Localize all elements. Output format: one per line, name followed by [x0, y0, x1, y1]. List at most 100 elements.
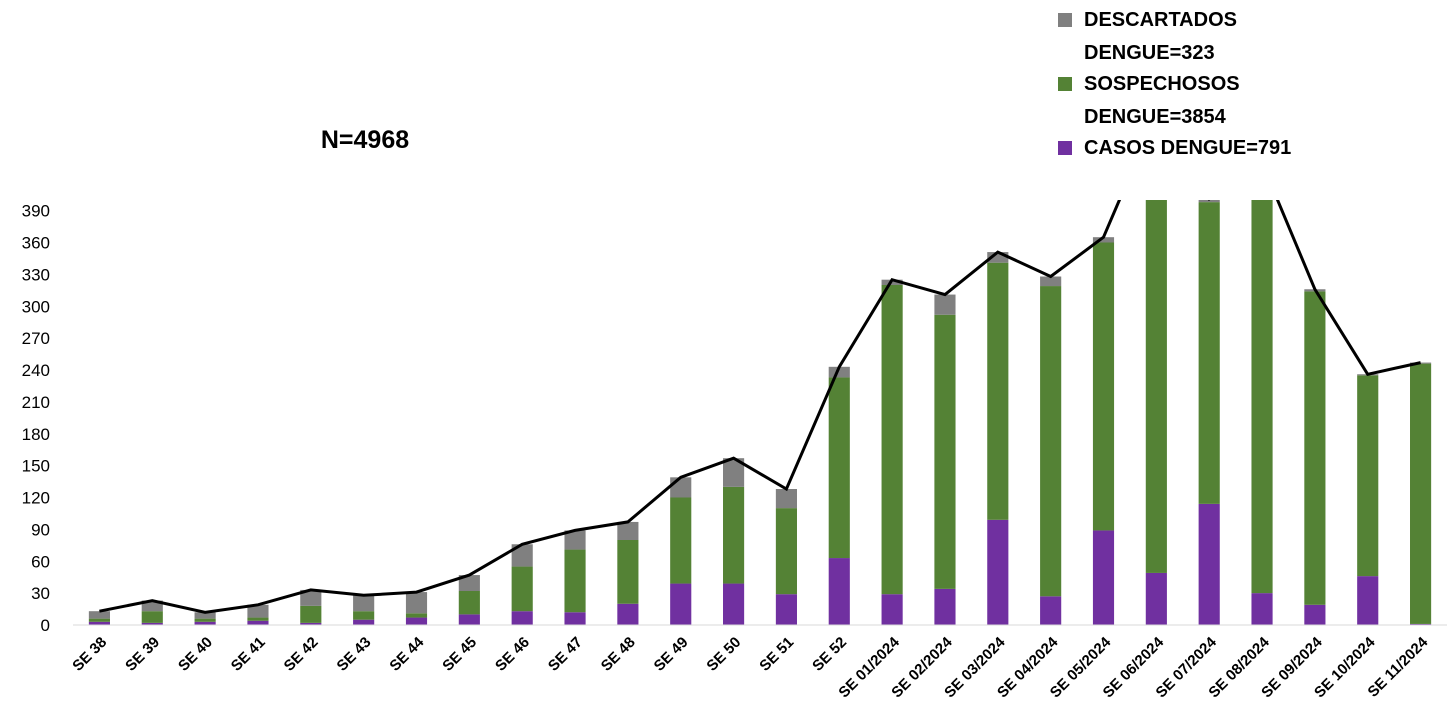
bar-segment: [934, 314, 956, 589]
y-tick-label: 30: [31, 584, 50, 603]
y-tick-label: 360: [22, 234, 50, 253]
legend: DESCARTADOS DENGUE=323 SOSPECHOSOS DENGUE…: [1058, 4, 1328, 163]
y-tick-label: 90: [31, 520, 50, 539]
x-tick-label: SE 40: [175, 634, 216, 675]
bar-segment: [194, 621, 216, 625]
x-tick-label: SE 42: [281, 634, 322, 675]
y-tick-label: 180: [22, 425, 50, 444]
bar-segment: [1357, 576, 1379, 625]
x-tick-label: SE 44: [386, 633, 427, 674]
bar-segment: [194, 612, 216, 619]
bar-segment: [247, 604, 269, 618]
x-tick-label: SE 48: [598, 634, 639, 675]
legend-swatch: [1058, 77, 1072, 91]
bar-segment: [881, 285, 903, 595]
bar-segment: [1198, 202, 1220, 504]
bar-segment: [987, 519, 1009, 625]
bar-segment: [1040, 596, 1062, 625]
x-tick-label: SE 46: [492, 634, 533, 675]
bar-segment: [511, 544, 533, 567]
bar-segment: [88, 618, 110, 622]
x-tick-label: SE 52: [809, 634, 850, 675]
bar-segment: [828, 377, 850, 559]
y-tick-label: 240: [22, 361, 50, 380]
y-tick-label: 120: [22, 489, 50, 508]
legend-label: SOSPECHOSOS DENGUE=3854: [1084, 73, 1240, 128]
bar-segment: [564, 530, 586, 550]
chart-title: N=4968: [321, 126, 409, 154]
y-tick-label: 60: [31, 552, 50, 571]
bar-segment: [247, 617, 269, 621]
x-tick-label: SE 43: [334, 634, 375, 675]
bar-segment: [141, 600, 163, 612]
x-tick-label: SE 47: [545, 634, 586, 675]
bar-segment: [1092, 242, 1115, 531]
x-tick-label: SE 50: [703, 634, 744, 675]
bar-segment: [1251, 200, 1273, 594]
legend-swatch: [1058, 13, 1072, 27]
bar-segment: [1145, 200, 1167, 573]
bar-segment: [1198, 503, 1220, 625]
y-tick-label: 390: [22, 202, 50, 221]
bar-segment: [1410, 363, 1432, 624]
bar-segment: [511, 611, 533, 625]
bar-segment: [617, 603, 639, 625]
bar-segment: [194, 618, 216, 622]
legend-item: SOSPECHOSOS DENGUE=3854: [1058, 68, 1328, 134]
bar-segment: [1251, 593, 1273, 625]
legend-item: DESCARTADOS DENGUE=323: [1058, 4, 1328, 70]
bar-segment: [88, 611, 110, 619]
y-tick-label: 210: [22, 393, 50, 412]
bar-segment: [617, 540, 639, 604]
bar-segment: [1304, 291, 1326, 605]
bar-segment: [405, 592, 428, 614]
bar-segment: [775, 508, 797, 595]
y-tick-label: 150: [22, 457, 50, 476]
legend-swatch: [1058, 141, 1072, 155]
bar-segment: [828, 366, 850, 378]
bar-segment: [300, 622, 322, 625]
x-tick-label: SE 39: [122, 634, 163, 675]
bar-segment: [300, 605, 322, 623]
y-tick-label: 270: [22, 329, 50, 348]
plot-area: [88, 200, 1432, 625]
bar-segment: [1304, 604, 1326, 625]
bar-segment: [723, 486, 745, 584]
bar-segment: [987, 262, 1009, 520]
bar-segment: [458, 575, 480, 591]
bar-segment: [934, 294, 956, 315]
bar-segment: [723, 458, 745, 487]
legend-label: CASOS DENGUE=791: [1084, 137, 1292, 159]
bar-segment: [405, 613, 428, 618]
bar-segment: [775, 489, 797, 509]
bar-segment: [934, 588, 956, 625]
bar-segment: [141, 611, 163, 623]
bar-segment: [987, 252, 1009, 263]
bar-segment: [723, 583, 745, 625]
legend-item: CASOS DENGUE=791: [1058, 132, 1328, 165]
y-tick-label: 330: [22, 265, 50, 284]
bar-segment: [141, 622, 163, 625]
bar-segment: [1145, 572, 1167, 625]
bar-segment: [458, 614, 480, 625]
x-tick-label: SE 49: [651, 634, 692, 675]
bar-segment: [1092, 237, 1115, 243]
y-tick-label: 0: [41, 616, 50, 635]
bar-segment: [670, 583, 692, 625]
x-tick-label: SE 38: [69, 634, 110, 675]
bar-segment: [828, 558, 850, 625]
bar-segment: [353, 619, 375, 625]
x-tick-label: SE 45: [439, 634, 480, 675]
y-tick-label: 300: [22, 297, 50, 316]
bar-segment: [1198, 200, 1220, 203]
bar-segment: [353, 611, 375, 620]
bar-segment: [458, 591, 480, 615]
x-tick-label: SE 41: [228, 634, 269, 675]
total-line: [99, 200, 1421, 614]
bar-segment: [564, 549, 586, 613]
bar-segment: [1357, 375, 1379, 577]
bar-segment: [405, 617, 428, 625]
bar-segment: [617, 521, 639, 540]
